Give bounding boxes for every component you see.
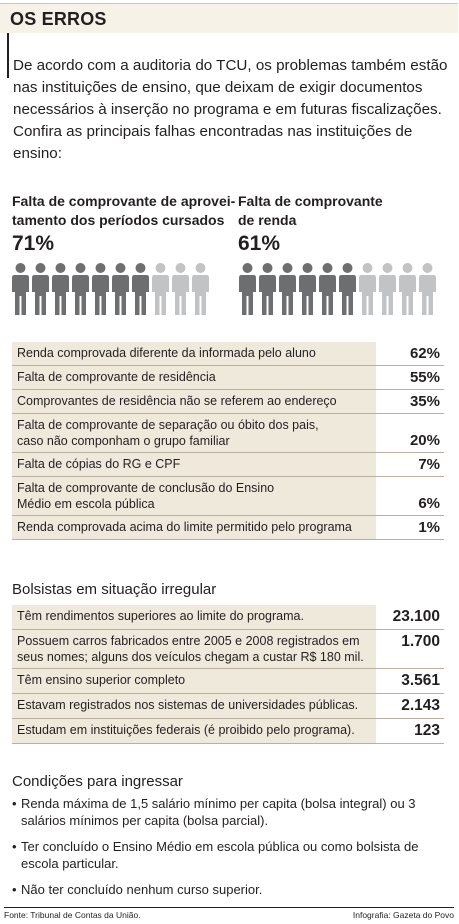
bullet-icon: •	[12, 882, 17, 897]
condition-item: • Não ter concluído nenhum curso superior…	[12, 881, 452, 898]
failure-row-value: 55%	[409, 369, 440, 386]
person-icon-filled	[72, 262, 89, 316]
irregular-row-label: Têm ensino superior completo	[12, 669, 376, 693]
failure-row: Falta de cópias do RG e CPF 7%	[12, 453, 444, 477]
irregular-row: Estavam registrados nos sistemas de univ…	[12, 694, 444, 719]
person-icon-empty	[172, 262, 189, 316]
failure-row-label: Falta de cópias do RG e CPF	[12, 453, 376, 476]
failure-row-value: 6%	[418, 495, 440, 512]
person-icon-filled	[32, 262, 49, 316]
irregular-row: Têm rendimentos superiores ao limite do …	[12, 605, 444, 630]
failure-row-value: 35%	[409, 393, 440, 410]
irregular-row: Têm ensino superior completo 3.561	[12, 669, 444, 694]
irregular-row-value: 3.561	[401, 672, 440, 689]
failure-row: Falta de comprovante de separação ou óbi…	[12, 414, 444, 453]
conditions-title: Condições para ingressar	[12, 773, 183, 790]
failure-row: Falta de comprovante de conclusão do Ens…	[12, 477, 444, 516]
stat-block-income: Falta de comprovante de renda 61%	[238, 192, 383, 256]
failure-row-value: 1%	[418, 519, 440, 536]
stat-label: Falta de comprovante de renda	[238, 193, 383, 228]
irregular-row-label: Possuem carros fabricados entre 2005 e 2…	[12, 630, 376, 668]
failure-row-label: Falta de comprovante de conclusão do Ens…	[12, 477, 376, 515]
irregular-row-value: 23.100	[392, 608, 440, 625]
stat-block-performance: Falta de comprovante de aprovei- tamento…	[12, 192, 235, 256]
failure-row-value: 7%	[418, 456, 440, 473]
irregular-row-label: Estavam registrados nos sistemas de univ…	[12, 694, 376, 718]
conditions-list: • Renda máxima de 1,5 salário mínimo per …	[12, 795, 452, 907]
condition-text: Renda máxima de 1,5 salário mínimo per c…	[21, 796, 416, 828]
irregular-row-label: Têm rendimentos superiores ao limite do …	[12, 605, 376, 629]
failure-row: Comprovantes de residência não se refere…	[12, 390, 444, 414]
failure-row: Falta de comprovante de residência 55%	[12, 366, 444, 390]
header-title: OS ERROS	[10, 9, 107, 29]
person-icon-empty	[152, 262, 169, 316]
condition-item: • Renda máxima de 1,5 salário mínimo per …	[12, 795, 452, 829]
person-icon-filled	[339, 262, 356, 316]
failure-row-value: 62%	[409, 345, 440, 362]
failure-row-label: Falta de comprovante de separação ou óbi…	[12, 414, 376, 452]
person-icon-filled	[52, 262, 69, 316]
person-icon-filled	[319, 262, 336, 316]
person-icon-filled	[12, 262, 29, 316]
header: OS ERROS	[0, 0, 459, 40]
accent-line	[7, 33, 9, 78]
person-icon-filled	[112, 262, 129, 316]
irregular-row: Possuem carros fabricados entre 2005 e 2…	[12, 630, 444, 669]
stat-label: Falta de comprovante de aprovei- tamento…	[12, 193, 236, 228]
person-icon-filled	[299, 262, 316, 316]
footer: Fonte: Tribunal de Contas da União. Info…	[4, 907, 454, 920]
people-pictogram-performance	[12, 262, 209, 316]
person-icon-empty	[379, 262, 396, 316]
person-icon-empty	[399, 262, 416, 316]
failure-row: Renda comprovada diferente da informada …	[12, 342, 444, 366]
irregular-table: Têm rendimentos superiores ao limite do …	[12, 605, 444, 744]
failure-row-label: Falta de comprovante de residência	[12, 366, 376, 389]
person-icon-filled	[239, 262, 256, 316]
person-icon-empty	[419, 262, 436, 316]
stat-value: 71%	[12, 232, 55, 255]
irregular-row-label: Estudam em instituições federais (é proi…	[12, 719, 376, 743]
condition-text: Ter concluído o Ensino Médio em escola p…	[21, 839, 419, 871]
irregular-row: Estudam em instituições federais (é proi…	[12, 719, 444, 744]
failure-row-value: 20%	[409, 432, 440, 449]
bullet-icon: •	[12, 796, 17, 811]
stat-value: 61%	[238, 232, 281, 255]
person-icon-filled	[259, 262, 276, 316]
condition-item: • Ter concluído o Ensino Médio em escola …	[12, 838, 452, 872]
people-pictogram-income	[239, 262, 436, 316]
failure-row-label: Comprovantes de residência não se refere…	[12, 390, 376, 413]
failure-row: Renda comprovada acima do limite permiti…	[12, 516, 444, 540]
irregular-title: Bolsistas em situação irregular	[12, 581, 217, 598]
failure-row-label: Renda comprovada diferente da informada …	[12, 342, 376, 365]
irregular-row-value: 1.700	[401, 633, 440, 650]
bullet-icon: •	[12, 839, 17, 854]
footer-source: Fonte: Tribunal de Contas da União.	[4, 910, 141, 920]
person-icon-empty	[359, 262, 376, 316]
person-icon-filled	[132, 262, 149, 316]
irregular-row-value: 2.143	[401, 697, 440, 714]
irregular-row-value: 123	[414, 722, 440, 739]
footer-credit: Infografia: Gazeta do Povo	[352, 910, 454, 920]
person-icon-filled	[92, 262, 109, 316]
failures-table: Renda comprovada diferente da informada …	[12, 342, 444, 540]
person-icon-empty	[192, 262, 209, 316]
header-bar	[0, 3, 458, 33]
condition-text: Não ter concluído nenhum curso superior.	[21, 882, 263, 897]
person-icon-filled	[279, 262, 296, 316]
intro-text: De acordo com a auditoria do TCU, os pro…	[13, 57, 448, 162]
failure-row-label: Renda comprovada acima do limite permiti…	[12, 516, 376, 539]
